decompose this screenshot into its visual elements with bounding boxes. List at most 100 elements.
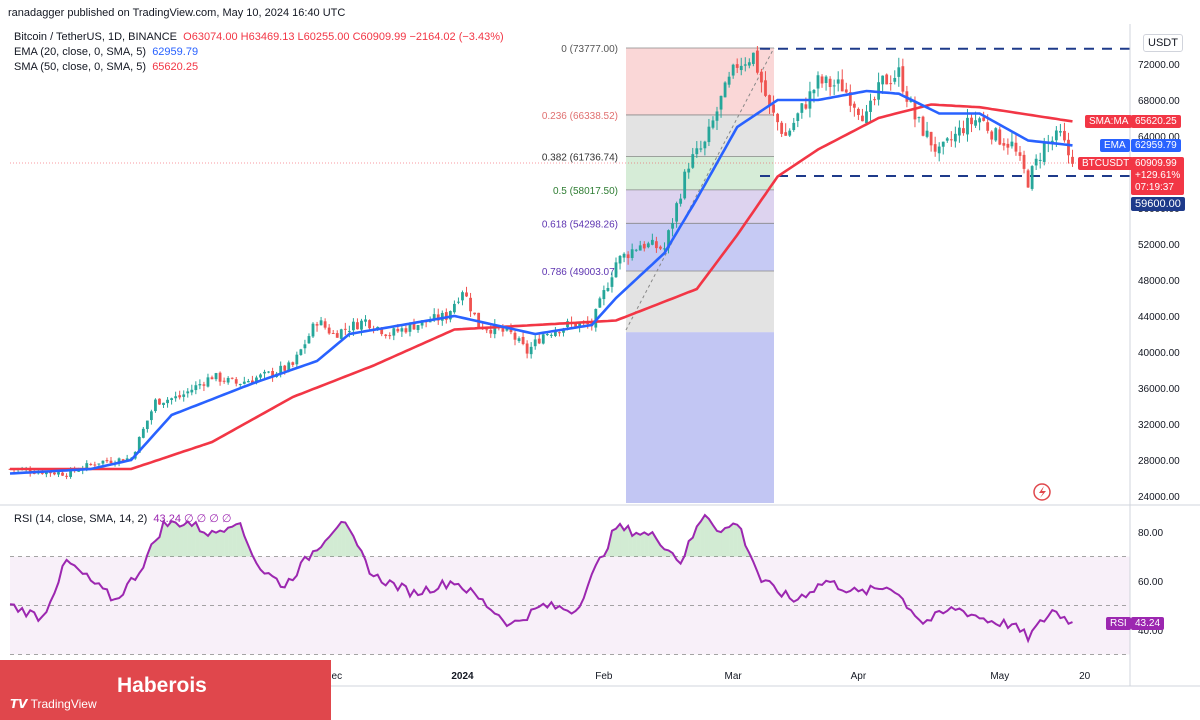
rsi-overbought-fill xyxy=(696,521,701,557)
rsi-overbought-fill xyxy=(729,523,734,557)
candle-body xyxy=(174,396,178,399)
candle-body xyxy=(404,328,408,333)
candle-body xyxy=(695,148,699,155)
rsi-overbought-fill xyxy=(721,527,726,557)
candle-body xyxy=(517,338,521,342)
rsi-overbought-fill xyxy=(737,524,742,557)
rsi-overbought-fill xyxy=(228,526,233,557)
candle xyxy=(150,409,153,425)
rsi-overbought-fill xyxy=(704,515,709,557)
candle-body xyxy=(958,127,961,136)
candle xyxy=(222,377,226,384)
candle xyxy=(541,332,545,345)
tradingview-logo[interactable]: 𝙏𝙑 TradingView xyxy=(10,697,97,711)
candle xyxy=(206,373,210,388)
candle-body xyxy=(735,64,739,68)
candle-body xyxy=(614,262,618,278)
candle xyxy=(780,120,784,138)
candle-body xyxy=(473,312,476,315)
rsi-overbought-fill xyxy=(611,528,616,557)
candle xyxy=(598,296,602,308)
candle xyxy=(630,243,634,261)
rsi-overbought-fill xyxy=(616,523,621,557)
candle-body xyxy=(804,104,808,109)
candle-body xyxy=(137,437,141,453)
rsi-overbought-fill xyxy=(317,547,322,557)
sma-legend[interactable]: SMA (50, close, 0, SMA, 5) 65620.25 xyxy=(14,60,198,74)
candle-body xyxy=(986,122,990,131)
rsi-overbought-fill xyxy=(620,523,625,557)
candle-body xyxy=(659,246,662,249)
candle-body xyxy=(315,324,319,326)
candle-body xyxy=(295,354,299,365)
candle-body xyxy=(57,472,60,475)
candle-body xyxy=(642,243,646,249)
candle-body xyxy=(501,327,505,332)
currency-selector[interactable]: USDT xyxy=(1143,34,1183,52)
candle-body xyxy=(655,241,658,249)
fib-zone-0 xyxy=(626,48,774,115)
lightning-icon[interactable] xyxy=(1033,483,1051,501)
symbol-legend[interactable]: Bitcoin / TetherUS, 1D, BINANCE O63074.0… xyxy=(14,30,504,44)
candle-body xyxy=(707,126,711,143)
candle-body xyxy=(364,319,367,322)
candle-body xyxy=(230,377,234,379)
candle xyxy=(776,112,779,131)
rsi-tick-0: 80.00 xyxy=(1138,528,1163,539)
candle-body xyxy=(465,292,468,297)
candle-body xyxy=(1038,159,1042,161)
btc-countdown: 07:19:37 xyxy=(1135,182,1174,193)
candle xyxy=(889,75,893,91)
support-price-badge: 59600.00 xyxy=(1131,197,1185,211)
candle xyxy=(154,398,157,413)
candle xyxy=(618,254,622,270)
candle xyxy=(214,372,218,382)
candle-body xyxy=(198,384,202,386)
candle xyxy=(897,57,901,87)
candle-body xyxy=(162,402,165,405)
candle-body xyxy=(65,475,68,477)
candle-body xyxy=(368,320,371,329)
rsi-overbought-fill xyxy=(183,521,188,557)
candle xyxy=(315,321,319,332)
candle xyxy=(731,63,735,79)
candle-body xyxy=(448,311,452,320)
candle xyxy=(319,316,323,326)
candle xyxy=(893,70,897,85)
candle-body xyxy=(836,79,840,84)
candle-body xyxy=(857,108,860,115)
candle xyxy=(453,300,456,314)
candle-body xyxy=(691,154,695,168)
candle-body xyxy=(650,239,654,245)
rsi-overbought-fill xyxy=(648,532,653,557)
candle-body xyxy=(85,463,89,469)
candle-body xyxy=(101,460,105,464)
candle xyxy=(659,245,662,251)
candle-body xyxy=(824,76,828,84)
candle xyxy=(634,248,638,252)
candle xyxy=(263,369,266,379)
candle-body xyxy=(190,389,194,393)
candle-body xyxy=(1014,142,1018,152)
candle xyxy=(727,71,731,88)
rsi-overbought-fill xyxy=(220,530,225,557)
price-tick-9: 36000.00 xyxy=(1138,384,1180,395)
rsi-overbought-fill xyxy=(240,523,245,557)
candle-body xyxy=(343,328,347,330)
candle xyxy=(170,397,173,405)
ema-legend[interactable]: EMA (20, close, 0, SMA, 5) 62959.79 xyxy=(14,45,198,59)
time-tick-5: Mar xyxy=(725,671,743,682)
candle-body xyxy=(525,343,529,354)
rsi-overbought-fill xyxy=(187,521,192,557)
candle xyxy=(816,71,820,97)
candle xyxy=(517,336,521,343)
symbol-title: Bitcoin / TetherUS, 1D, BINANCE xyxy=(14,31,178,43)
candle xyxy=(109,457,113,465)
candle-body xyxy=(356,322,359,330)
candle xyxy=(1030,165,1034,191)
candle-body xyxy=(626,254,630,259)
candle-body xyxy=(998,129,1002,145)
candle-body xyxy=(913,102,917,120)
rsi-legend[interactable]: RSI (14, close, SMA, 14, 2) 43.24 ∅ ∅ ∅ … xyxy=(14,512,232,526)
